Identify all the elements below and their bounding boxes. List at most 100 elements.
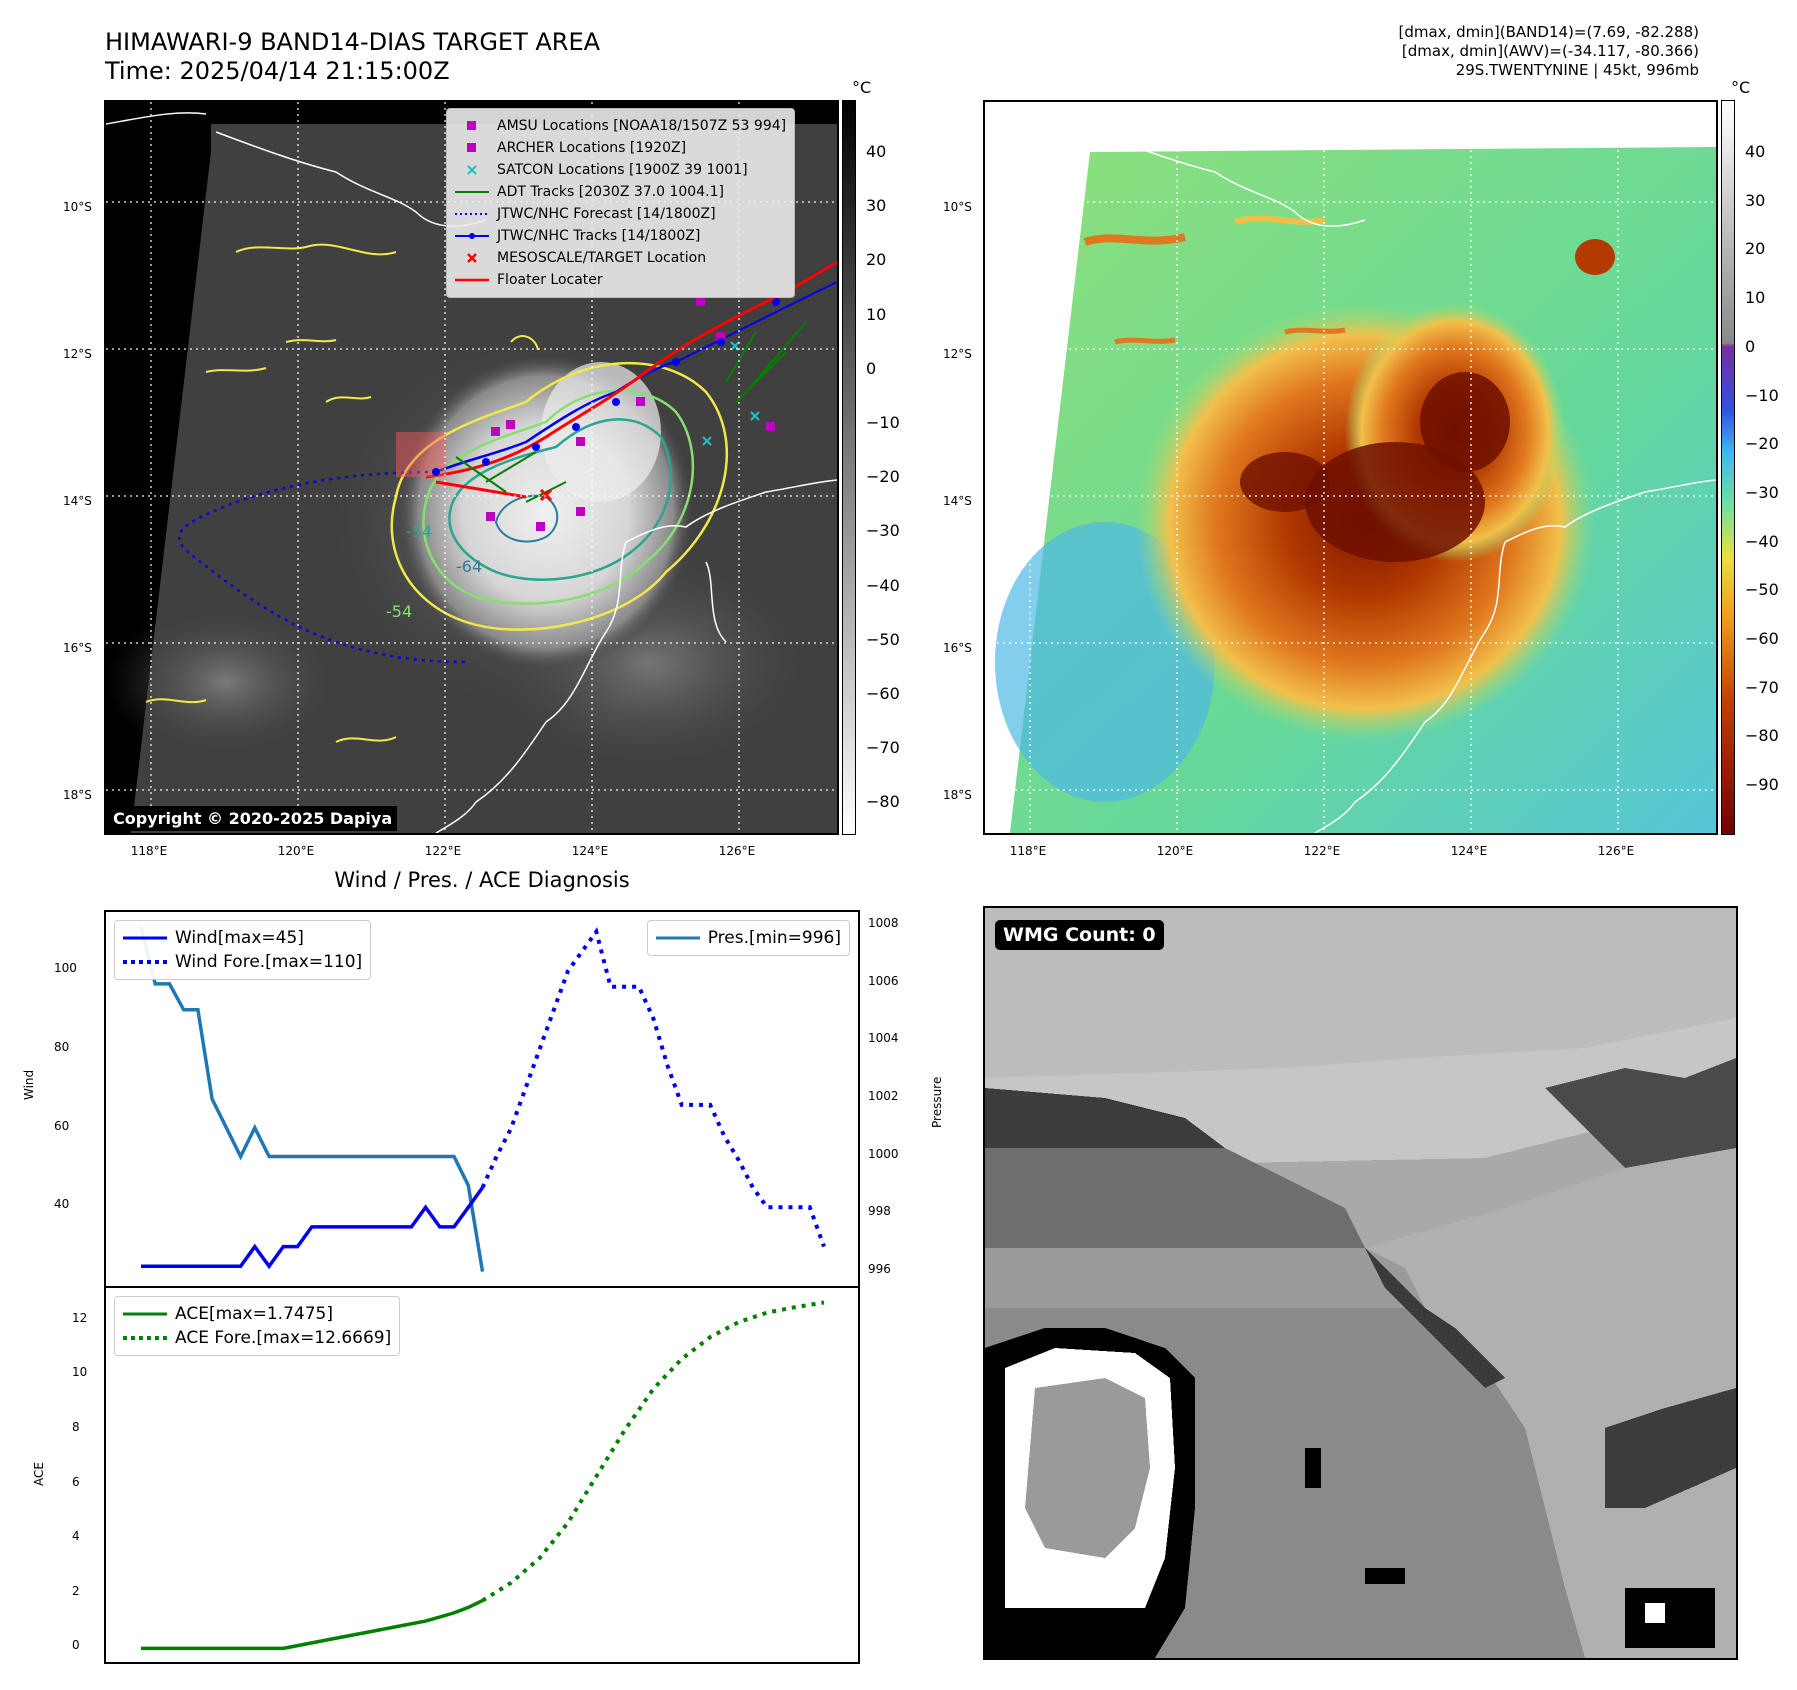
longitude-tick-label: 124°E bbox=[1450, 844, 1488, 858]
contour-label: -54 bbox=[386, 602, 413, 621]
pressure-legend: Pres.[min=996] bbox=[646, 920, 850, 956]
dotted-line-icon bbox=[123, 960, 167, 964]
square-marker-icon bbox=[455, 121, 489, 131]
wind-axis-label: Wind bbox=[22, 1069, 36, 1100]
solid-line-icon bbox=[123, 1312, 167, 1316]
awv-colorbar-tick-label: 40 bbox=[1745, 142, 1766, 161]
pressure-tick-label: 996 bbox=[868, 1261, 891, 1276]
longitude-tick-label: 120°E bbox=[277, 844, 315, 858]
ace-tick-label: 0 bbox=[72, 1638, 80, 1653]
wind-pressure-plot-area bbox=[139, 925, 826, 1272]
awv-colorbar-tick-label: −30 bbox=[1745, 482, 1779, 502]
longitude-tick-label: 122°E bbox=[424, 844, 462, 858]
legend-item-label: ADT Tracks [2030Z 37.0 1004.1] bbox=[497, 184, 724, 200]
latitude-tick-label: 18°S bbox=[943, 788, 972, 802]
ir-colorbar-tick-label: 30 bbox=[866, 196, 887, 216]
ace-tick-label: 12 bbox=[72, 1310, 88, 1325]
awv-colorbar-tick-label: 10 bbox=[1745, 288, 1766, 308]
ir-legend: AMSU Locations [NOAA18/1507Z 53 994] ARC… bbox=[446, 108, 796, 298]
legend-item: Wind Fore.[max=110] bbox=[123, 950, 362, 974]
awv-satellite-panel bbox=[983, 100, 1718, 835]
latitude-tick-label: 18°S bbox=[63, 788, 92, 802]
legend-item: Floater Locater bbox=[455, 269, 786, 291]
longitude-tick-label: 122°E bbox=[1303, 844, 1341, 858]
awv-colorbar-tick-label: 30 bbox=[1745, 190, 1766, 210]
pressure-tick-label: 1000 bbox=[868, 1146, 899, 1161]
legend-item: JTWC/NHC Tracks [14/1800Z] bbox=[455, 225, 786, 247]
legend-item-label: JTWC/NHC Forecast [14/1800Z] bbox=[497, 206, 716, 222]
legend-item-label: Wind[max=45] bbox=[175, 928, 304, 948]
latitude-tick-label: 12°S bbox=[943, 347, 972, 361]
latitude-tick-label: 14°S bbox=[63, 494, 92, 508]
ir-colorbar-tick-label: −30 bbox=[866, 521, 900, 541]
wind-pressure-plot: Wind[max=45] Wind Fore.[max=110] Pres.[m… bbox=[104, 910, 860, 1288]
awv-colorbar-tick-label: −80 bbox=[1745, 726, 1779, 746]
awv-colorbar-tick-label: 0 bbox=[1745, 336, 1756, 356]
square-marker-icon bbox=[455, 143, 489, 153]
contour-label: -64 bbox=[456, 557, 483, 576]
legend-item-label: Wind Fore.[max=110] bbox=[175, 952, 363, 972]
copyright-label: Copyright © 2020-2025 Dapiya bbox=[108, 806, 398, 831]
dotted-line-marker-icon bbox=[455, 212, 489, 216]
latitude-tick-label: 10°S bbox=[943, 200, 972, 214]
pressure-tick-label: 1002 bbox=[868, 1089, 899, 1103]
wmg-panel: WMG Count: 0 bbox=[983, 906, 1738, 1660]
awv-colorbar-tick-label: −40 bbox=[1745, 531, 1779, 551]
ir-colorbar-tick-label: −80 bbox=[866, 792, 900, 812]
diagnosis-chart-title: Wind / Pres. / ACE Diagnosis bbox=[334, 868, 630, 892]
awv-colorbar-tick-label: −70 bbox=[1745, 677, 1779, 697]
legend-item: MESOSCALE/TARGET Location bbox=[455, 247, 786, 269]
dotted-line-icon bbox=[123, 1336, 167, 1340]
x-marker-icon bbox=[455, 165, 489, 175]
solid-line-icon bbox=[655, 936, 700, 940]
solid-line-icon bbox=[123, 936, 167, 940]
wind-tick-label: 80 bbox=[54, 1039, 70, 1054]
legend-item-label: MESOSCALE/TARGET Location bbox=[497, 250, 707, 266]
x-marker-icon bbox=[455, 253, 489, 263]
legend-item: JTWC/NHC Forecast [14/1800Z] bbox=[455, 203, 786, 225]
legend-item-label: ACE[max=1.7475] bbox=[175, 1304, 333, 1324]
ace-tick-label: 2 bbox=[72, 1583, 80, 1598]
awv-colorbar-tick-label: −60 bbox=[1745, 629, 1779, 648]
ir-colorbar-tick-label: −70 bbox=[866, 738, 900, 758]
ace-plot: ACE[max=1.7475] ACE Fore.[max=12.6669] bbox=[104, 1286, 860, 1664]
line-marker-icon bbox=[455, 190, 489, 194]
pressure-tick-label: 1004 bbox=[868, 1031, 899, 1046]
pressure-tick-label: 1008 bbox=[868, 916, 899, 931]
pressure-tick-label: 1006 bbox=[868, 973, 899, 988]
legend-item-label: Floater Locater bbox=[497, 272, 603, 288]
latitude-tick-label: 14°S bbox=[943, 494, 972, 508]
ace-legend: ACE[max=1.7475] ACE Fore.[max=12.6669] bbox=[114, 1296, 401, 1356]
legend-item-label: JTWC/NHC Tracks [14/1800Z] bbox=[497, 228, 701, 244]
line-marker-icon bbox=[455, 278, 489, 282]
legend-item: ADT Tracks [2030Z 37.0 1004.1] bbox=[455, 181, 786, 203]
longitude-tick-label: 120°E bbox=[1156, 844, 1194, 858]
ir-colorbar-tick-label: −60 bbox=[866, 684, 900, 703]
wind-legend: Wind[max=45] Wind Fore.[max=110] bbox=[114, 920, 372, 980]
ace-line bbox=[141, 1599, 484, 1651]
ir-colorbar-tick-label: 40 bbox=[866, 142, 887, 161]
longitude-tick-label: 124°E bbox=[571, 844, 609, 858]
awv-colorbar-tick-label: −10 bbox=[1745, 385, 1779, 405]
ace-axis-label: ACE bbox=[32, 1462, 46, 1486]
pressure-line bbox=[139, 925, 485, 1272]
legend-item: Pres.[min=996] bbox=[655, 926, 841, 950]
ir-colorbar-tick-label: −20 bbox=[866, 467, 900, 487]
legend-item: ACE[max=1.7475] bbox=[123, 1302, 391, 1326]
longitude-tick-label: 126°E bbox=[1597, 844, 1635, 858]
wind-tick-label: 40 bbox=[54, 1197, 70, 1212]
awv-colorbar-tick-label: −20 bbox=[1745, 434, 1779, 454]
latitude-tick-label: 16°S bbox=[943, 641, 972, 655]
legend-item: Wind[max=45] bbox=[123, 926, 362, 950]
legend-item-label: Pres.[min=996] bbox=[707, 928, 841, 948]
map-title-line1: HIMAWARI-9 BAND14-DIAS TARGET AREA bbox=[105, 28, 601, 56]
ace-forecast-line bbox=[481, 1300, 825, 1603]
ace-tick-label: 10 bbox=[72, 1365, 88, 1380]
pressure-tick-label: 998 bbox=[868, 1204, 891, 1219]
ir-satellite-panel: -54 -64 -54 AMSU Locations [NOAA18/1507Z… bbox=[104, 100, 839, 835]
contour-label: -54 bbox=[406, 522, 433, 541]
ir-colorbar-unit: °C bbox=[852, 78, 872, 97]
longitude-tick-label: 126°E bbox=[718, 844, 756, 858]
ace-tick-label: 6 bbox=[72, 1474, 80, 1489]
latitude-tick-label: 10°S bbox=[63, 200, 92, 214]
